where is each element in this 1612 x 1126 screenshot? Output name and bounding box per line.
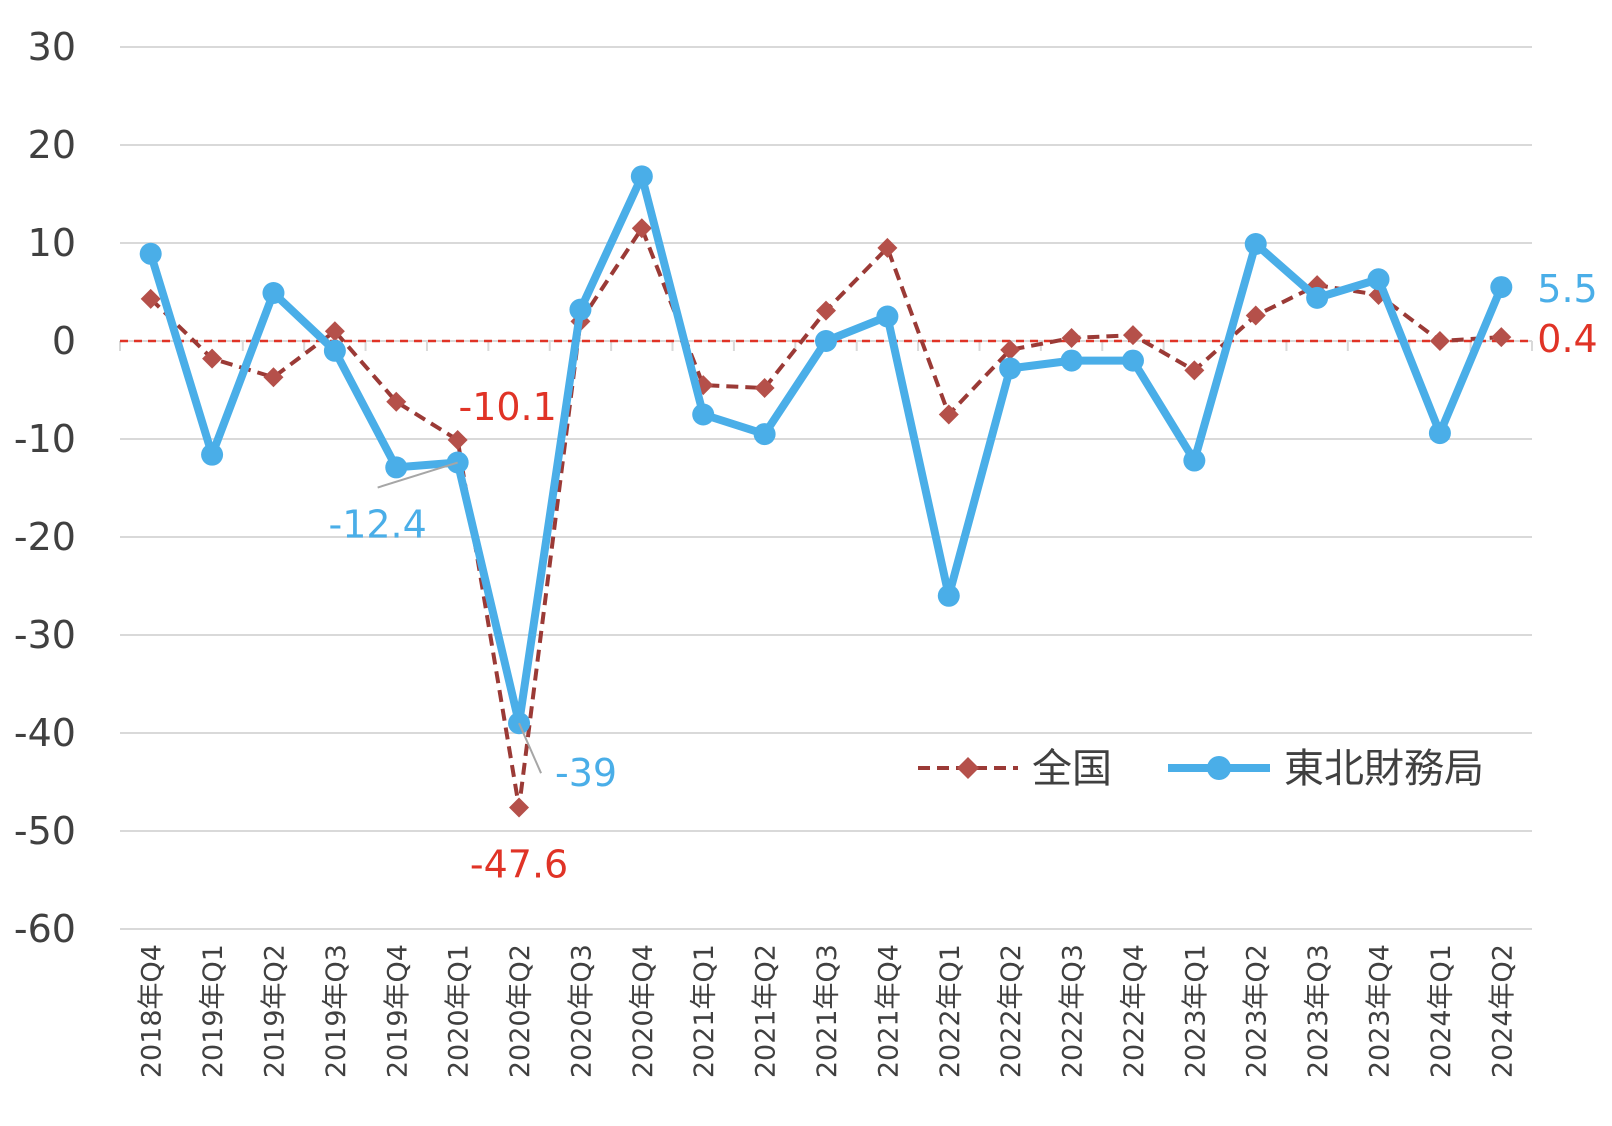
x-tick-label: 2018年Q4 bbox=[137, 944, 168, 1078]
marker-東北財務局 bbox=[999, 357, 1022, 380]
x-tick-label: 2020年Q4 bbox=[628, 944, 659, 1078]
marker-全国 bbox=[877, 237, 898, 258]
marker-全国 bbox=[938, 404, 959, 425]
marker-全国 bbox=[509, 797, 530, 818]
y-tick-label: -20 bbox=[14, 515, 76, 559]
marker-全国 bbox=[754, 378, 775, 399]
x-tick-label: 2021年Q2 bbox=[751, 944, 782, 1078]
marker-全国 bbox=[140, 288, 161, 309]
legend: 全国 東北財務局 bbox=[918, 746, 1484, 792]
y-axis: 30 20 10 0 -10 -20 -30 -40 -50 -60 bbox=[14, 25, 76, 951]
marker-東北財務局 bbox=[1121, 349, 1144, 372]
marker-東北財務局 bbox=[630, 165, 653, 188]
marker-東北財務局 bbox=[385, 456, 408, 479]
marker-東北財務局 bbox=[139, 242, 162, 265]
marker-全国 bbox=[631, 218, 652, 239]
data-label: -10.1 bbox=[458, 385, 556, 429]
marker-東北財務局 bbox=[692, 403, 715, 426]
data-labels: -10.1 -47.6 0.4 -12.4 -39 5.5 bbox=[328, 267, 1597, 886]
x-tick-label: 2020年Q2 bbox=[505, 944, 536, 1078]
marker-東北財務局 bbox=[201, 443, 224, 466]
marker-東北財務局 bbox=[1490, 276, 1513, 299]
x-tick-label: 2021年Q1 bbox=[689, 944, 720, 1078]
x-tick-label: 2022年Q4 bbox=[1119, 944, 1150, 1078]
marker-東北財務局 bbox=[1306, 286, 1329, 309]
x-tick-label: 2022年Q2 bbox=[996, 944, 1027, 1078]
x-tick-label: 2023年Q3 bbox=[1303, 944, 1334, 1078]
marker-全国 bbox=[1429, 331, 1450, 351]
legend-marker-東北財務局 bbox=[1207, 756, 1231, 780]
x-tick-label: 2021年Q3 bbox=[812, 944, 843, 1078]
x-tick-label: 2019年Q1 bbox=[198, 944, 229, 1078]
x-tick-label: 2021年Q4 bbox=[873, 944, 904, 1078]
marker-全国 bbox=[1000, 339, 1021, 360]
series-group bbox=[139, 165, 1513, 818]
marker-全国 bbox=[1184, 360, 1205, 381]
marker-全国 bbox=[263, 367, 284, 388]
marker-全国 bbox=[202, 348, 223, 369]
marker-東北財務局 bbox=[815, 330, 837, 352]
x-tick-label: 2020年Q1 bbox=[444, 944, 475, 1078]
marker-東北財務局 bbox=[569, 298, 592, 321]
legend-label-東北財務局: 東北財務局 bbox=[1284, 746, 1484, 792]
marker-東北財務局 bbox=[1367, 268, 1390, 291]
data-label: 5.5 bbox=[1537, 267, 1597, 311]
marker-東北財務局 bbox=[1060, 349, 1083, 372]
x-tick-label: 2019年Q4 bbox=[382, 944, 413, 1078]
legend-marker-全国 bbox=[957, 757, 979, 779]
marker-全国 bbox=[1122, 325, 1143, 346]
y-tick-label: -10 bbox=[14, 417, 76, 461]
y-tick-label: 20 bbox=[28, 123, 76, 167]
marker-東北財務局 bbox=[1244, 232, 1267, 255]
x-tick-label: 2024年Q2 bbox=[1487, 944, 1518, 1078]
x-tick-label: 2023年Q1 bbox=[1180, 944, 1211, 1078]
marker-東北財務局 bbox=[937, 584, 960, 607]
x-tick-label: 2019年Q3 bbox=[321, 944, 352, 1078]
y-tick-label: 30 bbox=[28, 25, 76, 69]
y-tick-label: -50 bbox=[14, 809, 76, 853]
x-axis: 2018年Q4 2019年Q1 2019年Q2 2019年Q3 2019年Q4 2020年… bbox=[137, 944, 1519, 1078]
series-line-東北財務局 bbox=[146, 172, 1506, 728]
marker-全国 bbox=[1245, 305, 1266, 326]
marker-東北財務局 bbox=[262, 281, 285, 304]
x-tick-label: 2022年Q1 bbox=[935, 944, 966, 1078]
marker-東北財務局 bbox=[876, 305, 899, 328]
label-leader-line bbox=[377, 461, 458, 489]
x-tick-label: 2023年Q2 bbox=[1242, 944, 1273, 1078]
gridlines bbox=[120, 46, 1532, 930]
marker-全国 bbox=[447, 429, 468, 450]
y-tick-label: -40 bbox=[14, 711, 76, 755]
marker-全国 bbox=[1061, 328, 1082, 349]
marker-東北財務局 bbox=[1428, 422, 1451, 445]
y-tick-label: -60 bbox=[14, 907, 76, 951]
marker-全国 bbox=[324, 321, 345, 342]
data-label: -47.6 bbox=[470, 842, 568, 886]
x-tick-label: 2019年Q2 bbox=[259, 944, 290, 1078]
x-tick-label: 2020年Q3 bbox=[566, 944, 597, 1078]
marker-全国 bbox=[1491, 327, 1512, 348]
legend-label-全国: 全国 bbox=[1032, 746, 1112, 792]
x-tick-label: 2024年Q1 bbox=[1426, 944, 1457, 1078]
x-tick-label: 2023年Q4 bbox=[1365, 944, 1396, 1078]
marker-東北財務局 bbox=[753, 423, 776, 446]
x-tick-label: 2022年Q3 bbox=[1058, 944, 1089, 1078]
y-tick-label: -30 bbox=[14, 613, 76, 657]
marker-東北財務局 bbox=[323, 339, 346, 362]
label-leader-line bbox=[518, 722, 542, 774]
marker-全国 bbox=[386, 391, 407, 412]
data-label: -39 bbox=[555, 751, 617, 795]
data-label: 0.4 bbox=[1537, 317, 1597, 361]
marker-全国 bbox=[816, 300, 836, 321]
y-tick-label: 10 bbox=[28, 221, 76, 265]
data-label: -12.4 bbox=[328, 503, 426, 547]
y-tick-label: 0 bbox=[52, 319, 76, 363]
marker-東北財務局 bbox=[1183, 449, 1206, 472]
